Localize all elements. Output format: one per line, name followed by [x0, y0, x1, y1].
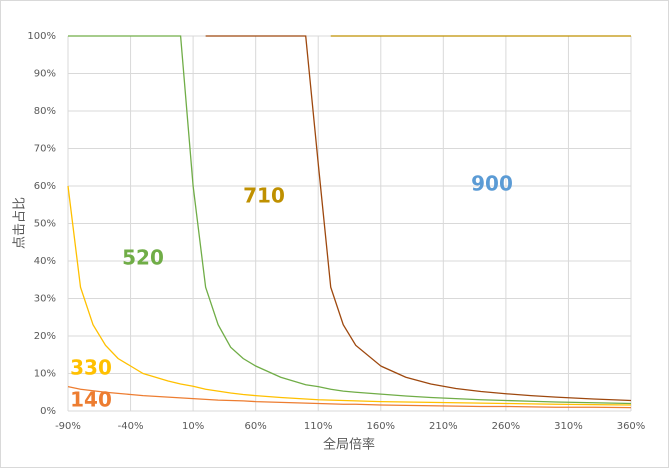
- y-tick-label: 100%: [27, 31, 56, 42]
- x-tick-label: 360%: [617, 421, 646, 432]
- y-tick-label: 10%: [34, 369, 56, 380]
- x-tick-label: 210%: [429, 421, 458, 432]
- x-tick-label: 260%: [492, 421, 521, 432]
- x-tick-label: 160%: [366, 421, 395, 432]
- x-tick-label: -90%: [55, 421, 81, 432]
- y-tick-label: 80%: [34, 106, 56, 117]
- x-tick-label: 310%: [554, 421, 583, 432]
- y-tick-label: 60%: [34, 181, 56, 192]
- x-tick-label: -40%: [118, 421, 144, 432]
- series-label: 710: [243, 184, 285, 208]
- y-tick-label: 50%: [34, 219, 56, 230]
- y-tick-label: 90%: [34, 69, 56, 80]
- series-line: [67, 185, 632, 406]
- y-tick-label: 30%: [34, 294, 56, 305]
- y-tick-label: 40%: [34, 256, 56, 267]
- y-axis-label: 点击占比: [13, 197, 28, 249]
- series-label: 140: [70, 388, 112, 412]
- y-tick-label: 20%: [34, 331, 56, 342]
- x-tick-label: 60%: [245, 421, 267, 432]
- series-label: 520: [122, 246, 164, 270]
- series-label: 900: [471, 172, 513, 196]
- x-tick-label: 110%: [304, 421, 333, 432]
- x-tick-label: 10%: [182, 421, 204, 432]
- series-line: [67, 385, 632, 409]
- y-tick-label: 70%: [34, 144, 56, 155]
- y-tick-label: 0%: [40, 406, 56, 417]
- series-label: 330: [70, 356, 112, 380]
- x-axis-label: 全局倍率: [323, 437, 375, 453]
- series-line: [68, 35, 632, 405]
- series-line: [205, 35, 632, 402]
